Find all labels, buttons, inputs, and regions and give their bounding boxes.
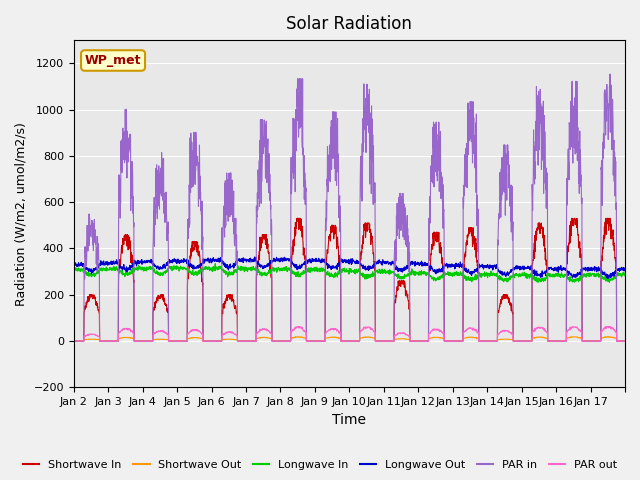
- Legend: Shortwave In, Shortwave Out, Longwave In, Longwave Out, PAR in, PAR out: Shortwave In, Shortwave Out, Longwave In…: [19, 456, 621, 474]
- X-axis label: Time: Time: [332, 413, 366, 427]
- Y-axis label: Radiation (W/m2, umol/m2/s): Radiation (W/m2, umol/m2/s): [15, 122, 28, 306]
- Text: WP_met: WP_met: [85, 54, 141, 67]
- Title: Solar Radiation: Solar Radiation: [287, 15, 412, 33]
